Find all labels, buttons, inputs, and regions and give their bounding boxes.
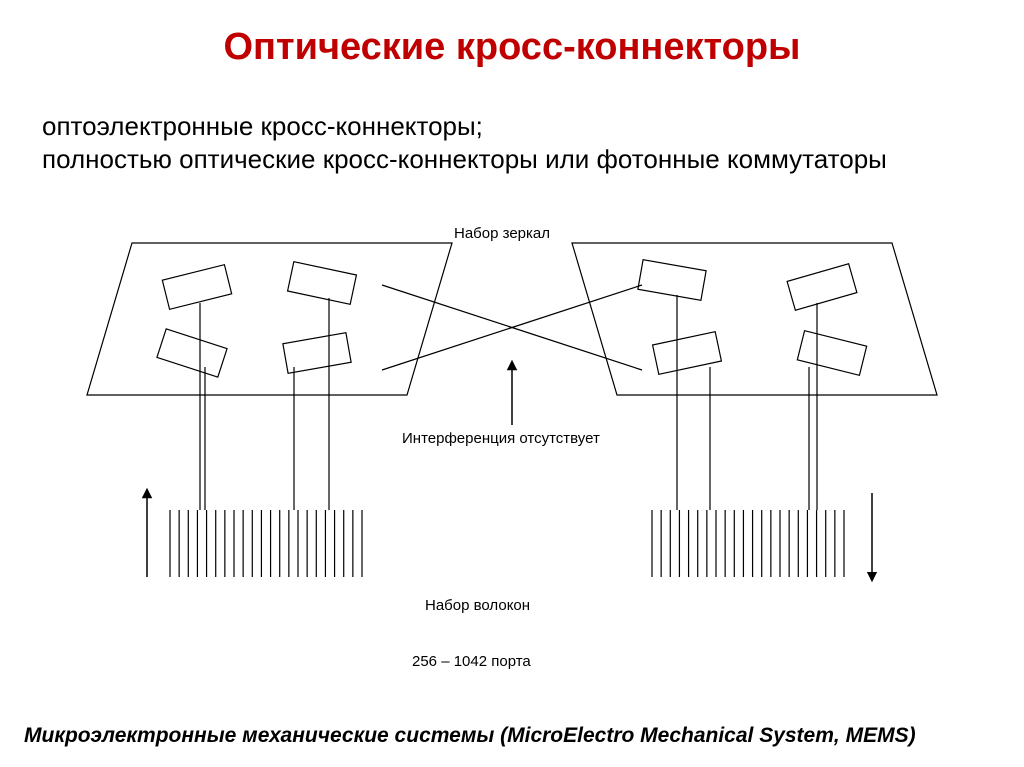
small-mirror-7: [797, 331, 866, 376]
small-mirror-2: [157, 329, 227, 377]
small-mirror-6: [653, 332, 722, 375]
small-mirror-4: [638, 260, 706, 301]
body-line-1: оптоэлектронные кросс-коннекторы;: [42, 111, 483, 141]
footnote: Микроэлектронные механические системы (M…: [24, 723, 1004, 749]
slide-title: Оптические кросс-коннекторы: [0, 26, 1024, 69]
mirror-panel-left: [87, 243, 452, 395]
small-mirror-1: [288, 262, 357, 305]
mirror-panel-right: [572, 243, 937, 395]
label-ports: 256 – 1042 порта: [412, 653, 531, 670]
small-mirror-0: [162, 265, 231, 310]
body-text: оптоэлектронные кросс-коннекторы; полнос…: [42, 110, 982, 175]
body-line-2: полностью оптические кросс-коннекторы ил…: [42, 144, 887, 174]
label-no-interference: Интерференция отсутствует: [402, 430, 600, 447]
mems-diagram: Набор зеркал Интерференция отсутствует Н…: [62, 225, 962, 665]
small-mirror-5: [787, 264, 857, 310]
label-mirrors: Набор зеркал: [454, 225, 550, 242]
label-fibers: Набор волокон: [425, 597, 530, 614]
small-mirror-3: [283, 333, 351, 374]
